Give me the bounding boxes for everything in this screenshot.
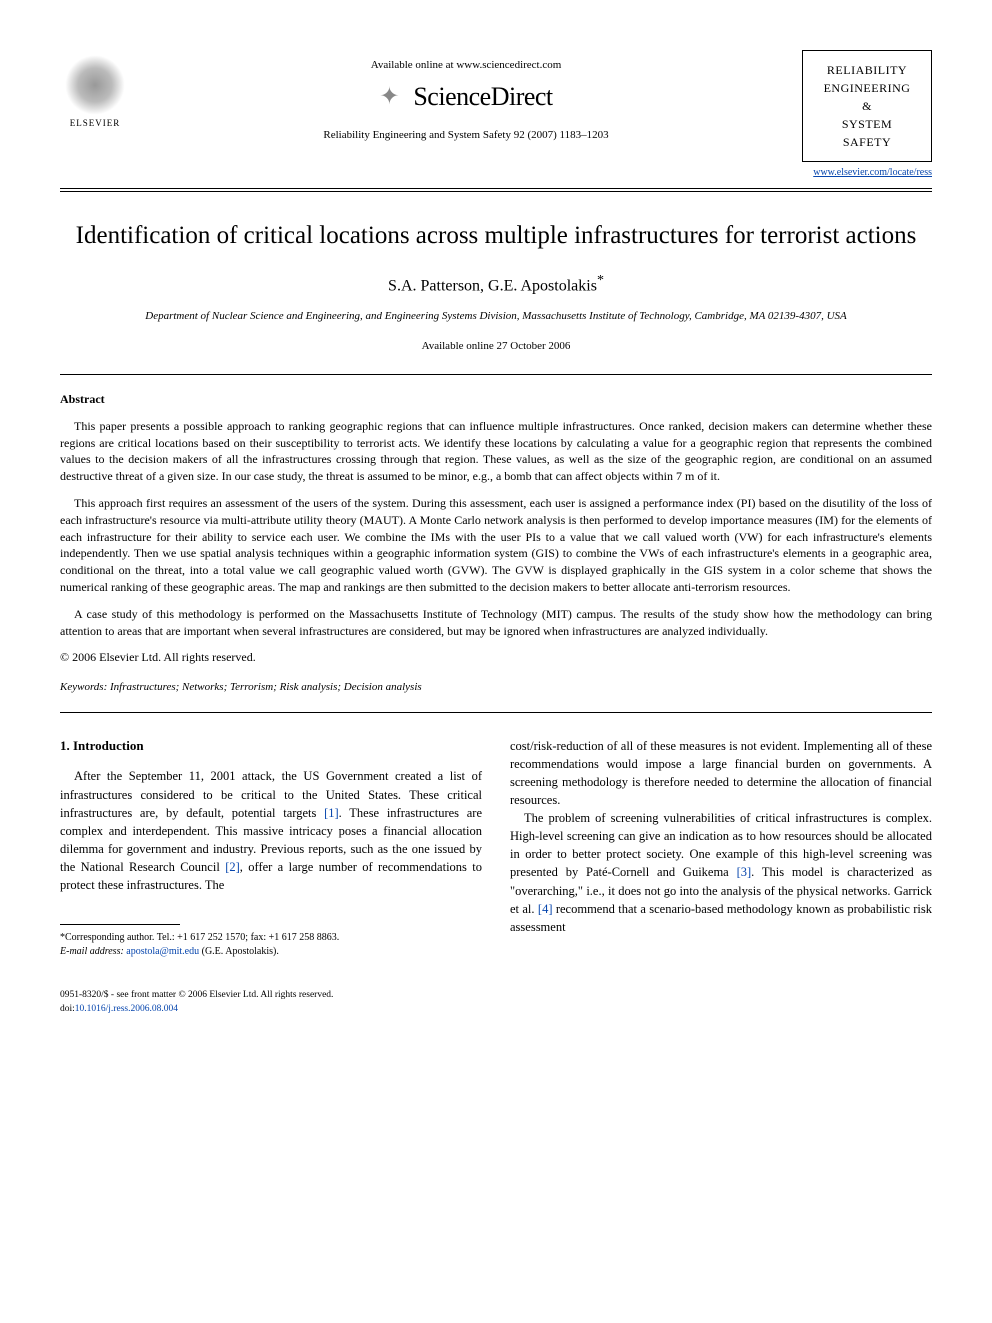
journal-box-line: ENGINEERING bbox=[811, 79, 923, 97]
ref-link[interactable]: [2] bbox=[225, 860, 240, 874]
left-column: 1. Introduction After the September 11, … bbox=[60, 737, 482, 1016]
sciencedirect-burst-icon bbox=[379, 85, 405, 111]
ref-link[interactable]: [1] bbox=[324, 806, 339, 820]
citation-line: Reliability Engineering and System Safet… bbox=[130, 128, 802, 143]
journal-homepage-link[interactable]: www.elsevier.com/locate/ress bbox=[802, 166, 932, 180]
footnote-line-1: *Corresponding author. Tel.: +1 617 252 … bbox=[60, 931, 482, 945]
keywords-text: Infrastructures; Networks; Terrorism; Ri… bbox=[110, 681, 422, 693]
abstract-heading: Abstract bbox=[60, 391, 932, 408]
header-rule-thin bbox=[60, 191, 932, 192]
affiliation: Department of Nuclear Science and Engine… bbox=[60, 309, 932, 324]
journal-box-wrap: RELIABILITY ENGINEERING & SYSTEM SAFETY … bbox=[802, 50, 932, 180]
authors-line: S.A. Patterson, G.E. Apostolakis* bbox=[60, 271, 932, 298]
footer-block: 0951-8320/$ - see front matter © 2006 El… bbox=[60, 989, 482, 1016]
journal-box-line: SAFETY bbox=[811, 133, 923, 151]
journal-box-line: SYSTEM bbox=[811, 115, 923, 133]
corresponding-footnote: *Corresponding author. Tel.: +1 617 252 … bbox=[60, 931, 482, 959]
corresponding-mark: * bbox=[597, 273, 604, 288]
issn-line: 0951-8320/$ - see front matter © 2006 El… bbox=[60, 989, 482, 1002]
doi-link[interactable]: 10.1016/j.ress.2006.08.004 bbox=[75, 1004, 178, 1014]
abstract-paragraph: This approach first requires an assessme… bbox=[60, 495, 932, 596]
footnote-rule bbox=[60, 924, 180, 925]
section-1-heading: 1. Introduction bbox=[60, 737, 482, 756]
body-two-column: 1. Introduction After the September 11, … bbox=[60, 737, 932, 1016]
available-date: Available online 27 October 2006 bbox=[60, 339, 932, 354]
footnote-line-2: E-mail address: apostola@mit.edu (G.E. A… bbox=[60, 945, 482, 959]
ref-link[interactable]: [3] bbox=[737, 865, 752, 879]
page-header: ELSEVIER Available online at www.science… bbox=[60, 50, 932, 180]
header-rule-thick bbox=[60, 188, 932, 189]
doi-label: doi: bbox=[60, 1004, 75, 1014]
sciencedirect-logo: ScienceDirect bbox=[130, 79, 802, 115]
doi-line: doi:10.1016/j.ress.2006.08.004 bbox=[60, 1003, 482, 1016]
abstract-paragraph: This paper presents a possible approach … bbox=[60, 418, 932, 485]
copyright-line: © 2006 Elsevier Ltd. All rights reserved… bbox=[60, 649, 932, 666]
body-paragraph: After the September 11, 2001 attack, the… bbox=[60, 767, 482, 894]
email-label: E-mail address: bbox=[60, 946, 124, 957]
abstract-bottom-rule bbox=[60, 712, 932, 713]
elsevier-logo: ELSEVIER bbox=[60, 50, 130, 130]
elsevier-tree-icon bbox=[65, 55, 125, 115]
abstract-top-rule bbox=[60, 374, 932, 375]
body-paragraph: cost/risk-reduction of all of these meas… bbox=[510, 737, 932, 810]
elsevier-label: ELSEVIER bbox=[70, 117, 121, 130]
keywords-line: Keywords: Infrastructures; Networks; Ter… bbox=[60, 680, 932, 695]
keywords-label: Keywords: bbox=[60, 681, 107, 693]
journal-box-line: RELIABILITY bbox=[811, 61, 923, 79]
available-online-text: Available online at www.sciencedirect.co… bbox=[130, 58, 802, 73]
ref-link[interactable]: [4] bbox=[538, 902, 553, 916]
journal-title-box: RELIABILITY ENGINEERING & SYSTEM SAFETY bbox=[802, 50, 932, 162]
journal-box-line: & bbox=[811, 97, 923, 115]
abstract-paragraph: A case study of this methodology is perf… bbox=[60, 606, 932, 640]
right-column: cost/risk-reduction of all of these meas… bbox=[510, 737, 932, 1016]
article-title: Identification of critical locations acr… bbox=[60, 220, 932, 253]
email-name: (G.E. Apostolakis). bbox=[202, 946, 279, 957]
body-paragraph: The problem of screening vulnerabilities… bbox=[510, 809, 932, 936]
sciencedirect-label: ScienceDirect bbox=[413, 79, 552, 115]
email-link[interactable]: apostola@mit.edu bbox=[126, 946, 199, 957]
center-header: Available online at www.sciencedirect.co… bbox=[130, 50, 802, 143]
authors-text: S.A. Patterson, G.E. Apostolakis bbox=[388, 277, 597, 294]
journal-link-anchor[interactable]: www.elsevier.com/locate/ress bbox=[813, 167, 932, 178]
